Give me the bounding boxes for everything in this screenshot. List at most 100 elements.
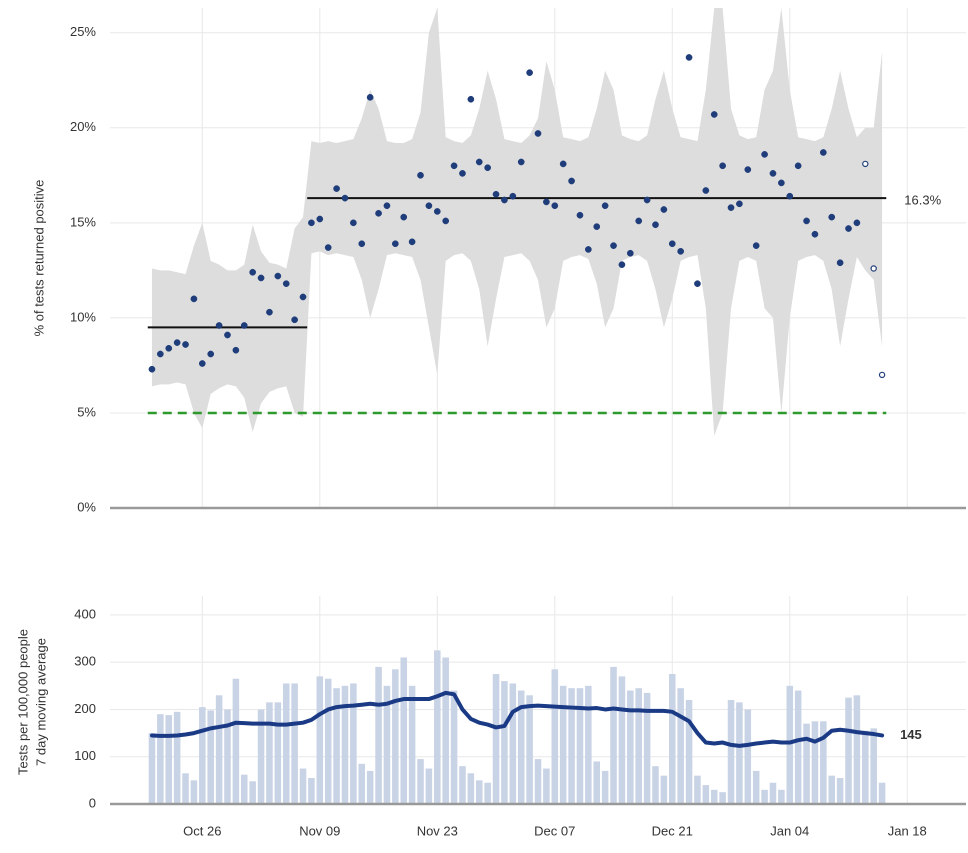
data-point <box>811 230 819 238</box>
bar <box>358 763 366 804</box>
data-point <box>878 371 886 379</box>
bar <box>559 685 567 804</box>
data-point <box>786 192 794 200</box>
bar <box>299 768 307 804</box>
bar <box>148 733 156 804</box>
data-point <box>626 249 634 257</box>
data-point <box>601 202 609 210</box>
data-point <box>862 160 869 168</box>
data-point <box>719 162 726 170</box>
bar <box>282 683 290 804</box>
data-point <box>744 166 752 173</box>
data-point <box>224 331 231 339</box>
y-tick-label: 5% <box>77 404 96 419</box>
data-point <box>207 350 215 358</box>
bar <box>593 761 601 804</box>
bar <box>383 685 391 804</box>
data-point <box>417 171 424 179</box>
band-layer <box>151 8 883 436</box>
data-point <box>685 54 693 61</box>
data-point <box>316 215 324 223</box>
data-point <box>475 158 483 166</box>
bar <box>660 775 668 804</box>
data-point <box>501 196 508 204</box>
x-tick-label: Jan 04 <box>770 823 809 838</box>
bar <box>291 683 298 804</box>
bar <box>601 770 609 804</box>
bar <box>442 657 449 804</box>
data-point <box>291 316 298 324</box>
data-point <box>668 240 676 248</box>
data-point <box>778 179 785 187</box>
y-tick-label: 25% <box>70 24 96 39</box>
data-point <box>467 95 475 103</box>
bar <box>828 775 835 804</box>
bar <box>375 666 382 804</box>
bar <box>727 700 735 804</box>
y-tick-label: 15% <box>70 214 96 229</box>
data-point <box>299 293 307 301</box>
data-point <box>400 213 408 221</box>
data-point <box>492 190 500 198</box>
bar <box>190 780 198 804</box>
bar <box>736 702 743 804</box>
data-point <box>282 280 290 288</box>
bar <box>702 785 710 804</box>
data-point <box>643 196 651 204</box>
labels-layer: 0% 5% 10% 15% 20% 25% 16.3% Oct 26 Nov 09 Nov 23 D… <box>70 24 942 838</box>
x-tick-label: Dec 07 <box>534 823 575 838</box>
bar <box>333 688 340 804</box>
bar <box>610 666 617 804</box>
bar <box>475 780 483 804</box>
bar <box>744 709 752 804</box>
bar <box>366 770 374 804</box>
bar <box>710 789 718 804</box>
data-point <box>517 158 525 166</box>
bar <box>627 690 634 804</box>
bar <box>543 768 550 804</box>
data-point <box>727 204 735 211</box>
bar <box>165 715 173 804</box>
data-point <box>366 94 374 101</box>
bar <box>551 669 559 804</box>
data-point <box>350 219 357 227</box>
data-point <box>375 209 382 217</box>
bar <box>308 778 315 804</box>
data-point <box>157 350 164 358</box>
data-point <box>635 217 643 225</box>
y-tick-label: 400 <box>74 606 96 621</box>
data-point <box>610 242 617 249</box>
marks-layer <box>148 54 886 379</box>
data-point <box>509 192 517 200</box>
bar <box>576 688 584 804</box>
bar <box>786 685 794 804</box>
data-point <box>383 202 391 210</box>
bar <box>492 674 500 804</box>
end-value-label: 145 <box>900 727 922 742</box>
data-point <box>198 360 206 367</box>
data-point <box>425 202 433 210</box>
data-point <box>652 221 659 229</box>
bar <box>526 695 533 804</box>
data-point <box>736 200 743 208</box>
data-point <box>324 244 332 251</box>
data-point <box>391 240 399 248</box>
data-point <box>333 185 340 192</box>
data-point <box>551 202 559 210</box>
data-point <box>845 225 852 232</box>
data-point <box>358 240 366 248</box>
bar <box>459 766 466 804</box>
data-point <box>828 213 836 221</box>
y-tick-label: 0 <box>89 795 96 810</box>
x-tick-label: Nov 09 <box>299 823 340 838</box>
data-point <box>249 268 257 276</box>
bar <box>694 775 701 804</box>
data-point <box>232 346 240 354</box>
y-tick-label: 10% <box>70 309 96 324</box>
data-point <box>450 162 458 170</box>
bar <box>450 690 458 804</box>
bar <box>820 721 827 804</box>
moving-average-line <box>149 690 885 748</box>
bar <box>652 766 659 804</box>
